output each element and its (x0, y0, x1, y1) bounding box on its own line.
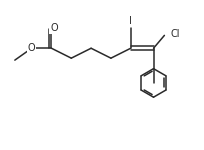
Text: O: O (50, 23, 58, 33)
Text: Cl: Cl (171, 29, 180, 39)
Text: O: O (28, 43, 35, 53)
Text: I: I (129, 16, 132, 26)
